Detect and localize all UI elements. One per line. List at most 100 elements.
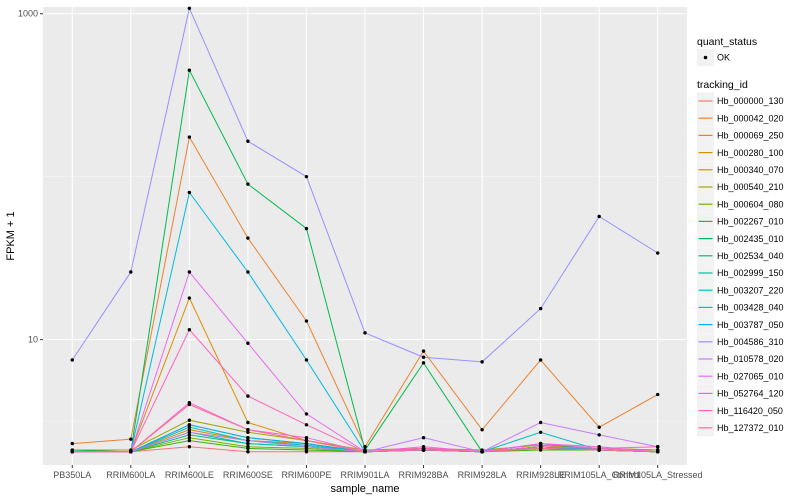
data-point <box>304 436 309 440</box>
data-point <box>246 182 250 186</box>
data-point <box>187 438 192 443</box>
data-point <box>480 450 484 454</box>
data-point <box>421 448 426 452</box>
data-point <box>304 226 309 231</box>
legend-item-label: Hb_127372_010 <box>717 423 784 433</box>
axes: 10 1000 PB350LA RRIM600LA RRIM600LE RRIM600SE… <box>18 9 703 480</box>
data-point <box>304 412 309 416</box>
data-point <box>421 361 426 365</box>
data-point <box>129 270 133 274</box>
data-point <box>187 418 192 422</box>
data-point <box>246 236 250 240</box>
data-point <box>656 251 660 255</box>
legend-item-label: Hb_000000_130 <box>717 96 784 106</box>
data-point <box>187 68 192 72</box>
x-tick-label: RRIM105LA_Control <box>558 470 641 480</box>
legend-item-label: Hb_003787_050 <box>717 320 784 330</box>
data-point <box>246 394 250 398</box>
data-point <box>421 436 426 440</box>
data-point <box>656 450 660 454</box>
legend-item-label: Hb_027065_010 <box>717 371 784 381</box>
data-point <box>187 445 192 449</box>
data-point <box>187 423 192 427</box>
x-axis-title: sample_name <box>330 483 399 495</box>
data-point <box>246 450 250 454</box>
legend-item-label: Hb_002534_040 <box>717 251 784 261</box>
data-point <box>187 328 192 332</box>
legend-item-label: Hb_003428_040 <box>717 303 784 313</box>
x-tick-label: RRIM901LA <box>340 470 389 480</box>
data-point <box>304 438 309 443</box>
data-point <box>304 358 309 362</box>
data-point <box>129 450 133 454</box>
x-tick-label: RRIM600PE <box>281 470 331 480</box>
data-point <box>480 360 484 364</box>
legend-item-label: Hb_000340_070 <box>717 165 784 175</box>
data-point <box>187 430 192 434</box>
data-point <box>304 423 309 427</box>
data-point <box>70 358 74 362</box>
data-point <box>538 358 543 362</box>
data-point <box>656 392 660 397</box>
shape-legend-label: OK <box>717 53 730 63</box>
y-axis-title: FPKM + 1 <box>5 211 17 260</box>
data-point <box>304 441 309 446</box>
data-point <box>246 427 250 432</box>
data-point <box>246 441 250 446</box>
data-point <box>187 6 192 10</box>
data-point <box>597 448 601 452</box>
data-point <box>304 319 309 323</box>
y-tick-label: 10 <box>28 335 38 345</box>
x-tick-label: RRIM600LE <box>165 470 214 480</box>
data-point <box>246 446 250 451</box>
data-point <box>187 270 192 274</box>
data-point <box>187 296 192 300</box>
data-point <box>304 174 309 179</box>
shape-legend-title: quant_status <box>697 36 757 48</box>
data-point <box>187 425 192 429</box>
legend-item-label: Hb_052764_120 <box>717 389 784 399</box>
x-tick-label: RRIM600SE <box>223 470 273 480</box>
data-point <box>597 433 601 437</box>
legend-item-label: Hb_002267_010 <box>717 217 784 227</box>
legend-item-label: Hb_002435_010 <box>717 234 784 244</box>
x-tick-label: RRIM105LA_Stressed <box>613 470 703 480</box>
y-tick-label: 1000 <box>18 9 38 19</box>
x-tick-label: RRIM928LA <box>458 470 507 480</box>
data-point <box>187 402 192 407</box>
legend-item-label: Hb_000604_080 <box>717 199 784 209</box>
legend-item-label: Hb_010578_020 <box>717 354 784 364</box>
data-point <box>656 445 660 449</box>
data-point <box>187 427 192 432</box>
data-points <box>70 6 660 454</box>
legend-item-label: Hb_002999_150 <box>717 268 784 278</box>
data-point <box>304 448 309 452</box>
data-point <box>246 420 250 425</box>
legend-item-label: Hb_116420_050 <box>717 406 783 416</box>
data-point <box>70 441 74 446</box>
x-tick-label: RRIM928BA <box>399 470 449 480</box>
data-point <box>70 450 74 454</box>
data-point <box>363 445 367 449</box>
legend-item-label: Hb_003207_220 <box>717 285 784 295</box>
legend-item-label: Hb_000540_210 <box>717 182 784 192</box>
data-point <box>538 441 543 446</box>
data-point <box>187 436 192 440</box>
x-tick-label: PB350LA <box>53 470 91 480</box>
data-point <box>246 270 250 274</box>
data-point <box>538 446 543 451</box>
legend-item-label: Hb_000042_020 <box>717 113 784 123</box>
data-point <box>538 306 543 311</box>
x-tick-label: RRIM600LA <box>106 470 155 480</box>
data-point <box>304 445 309 449</box>
legend-item-label: Hb_000280_100 <box>717 148 784 158</box>
color-legend-title: tracking_id <box>697 79 748 91</box>
data-point <box>129 437 133 441</box>
legend-point-marker <box>703 55 708 60</box>
data-point <box>187 433 192 437</box>
data-point <box>421 355 426 359</box>
data-point <box>187 135 192 139</box>
legend: quant_status OK tracking_id Hb_000000_130 Hb… <box>697 36 784 437</box>
data-point <box>246 436 250 440</box>
